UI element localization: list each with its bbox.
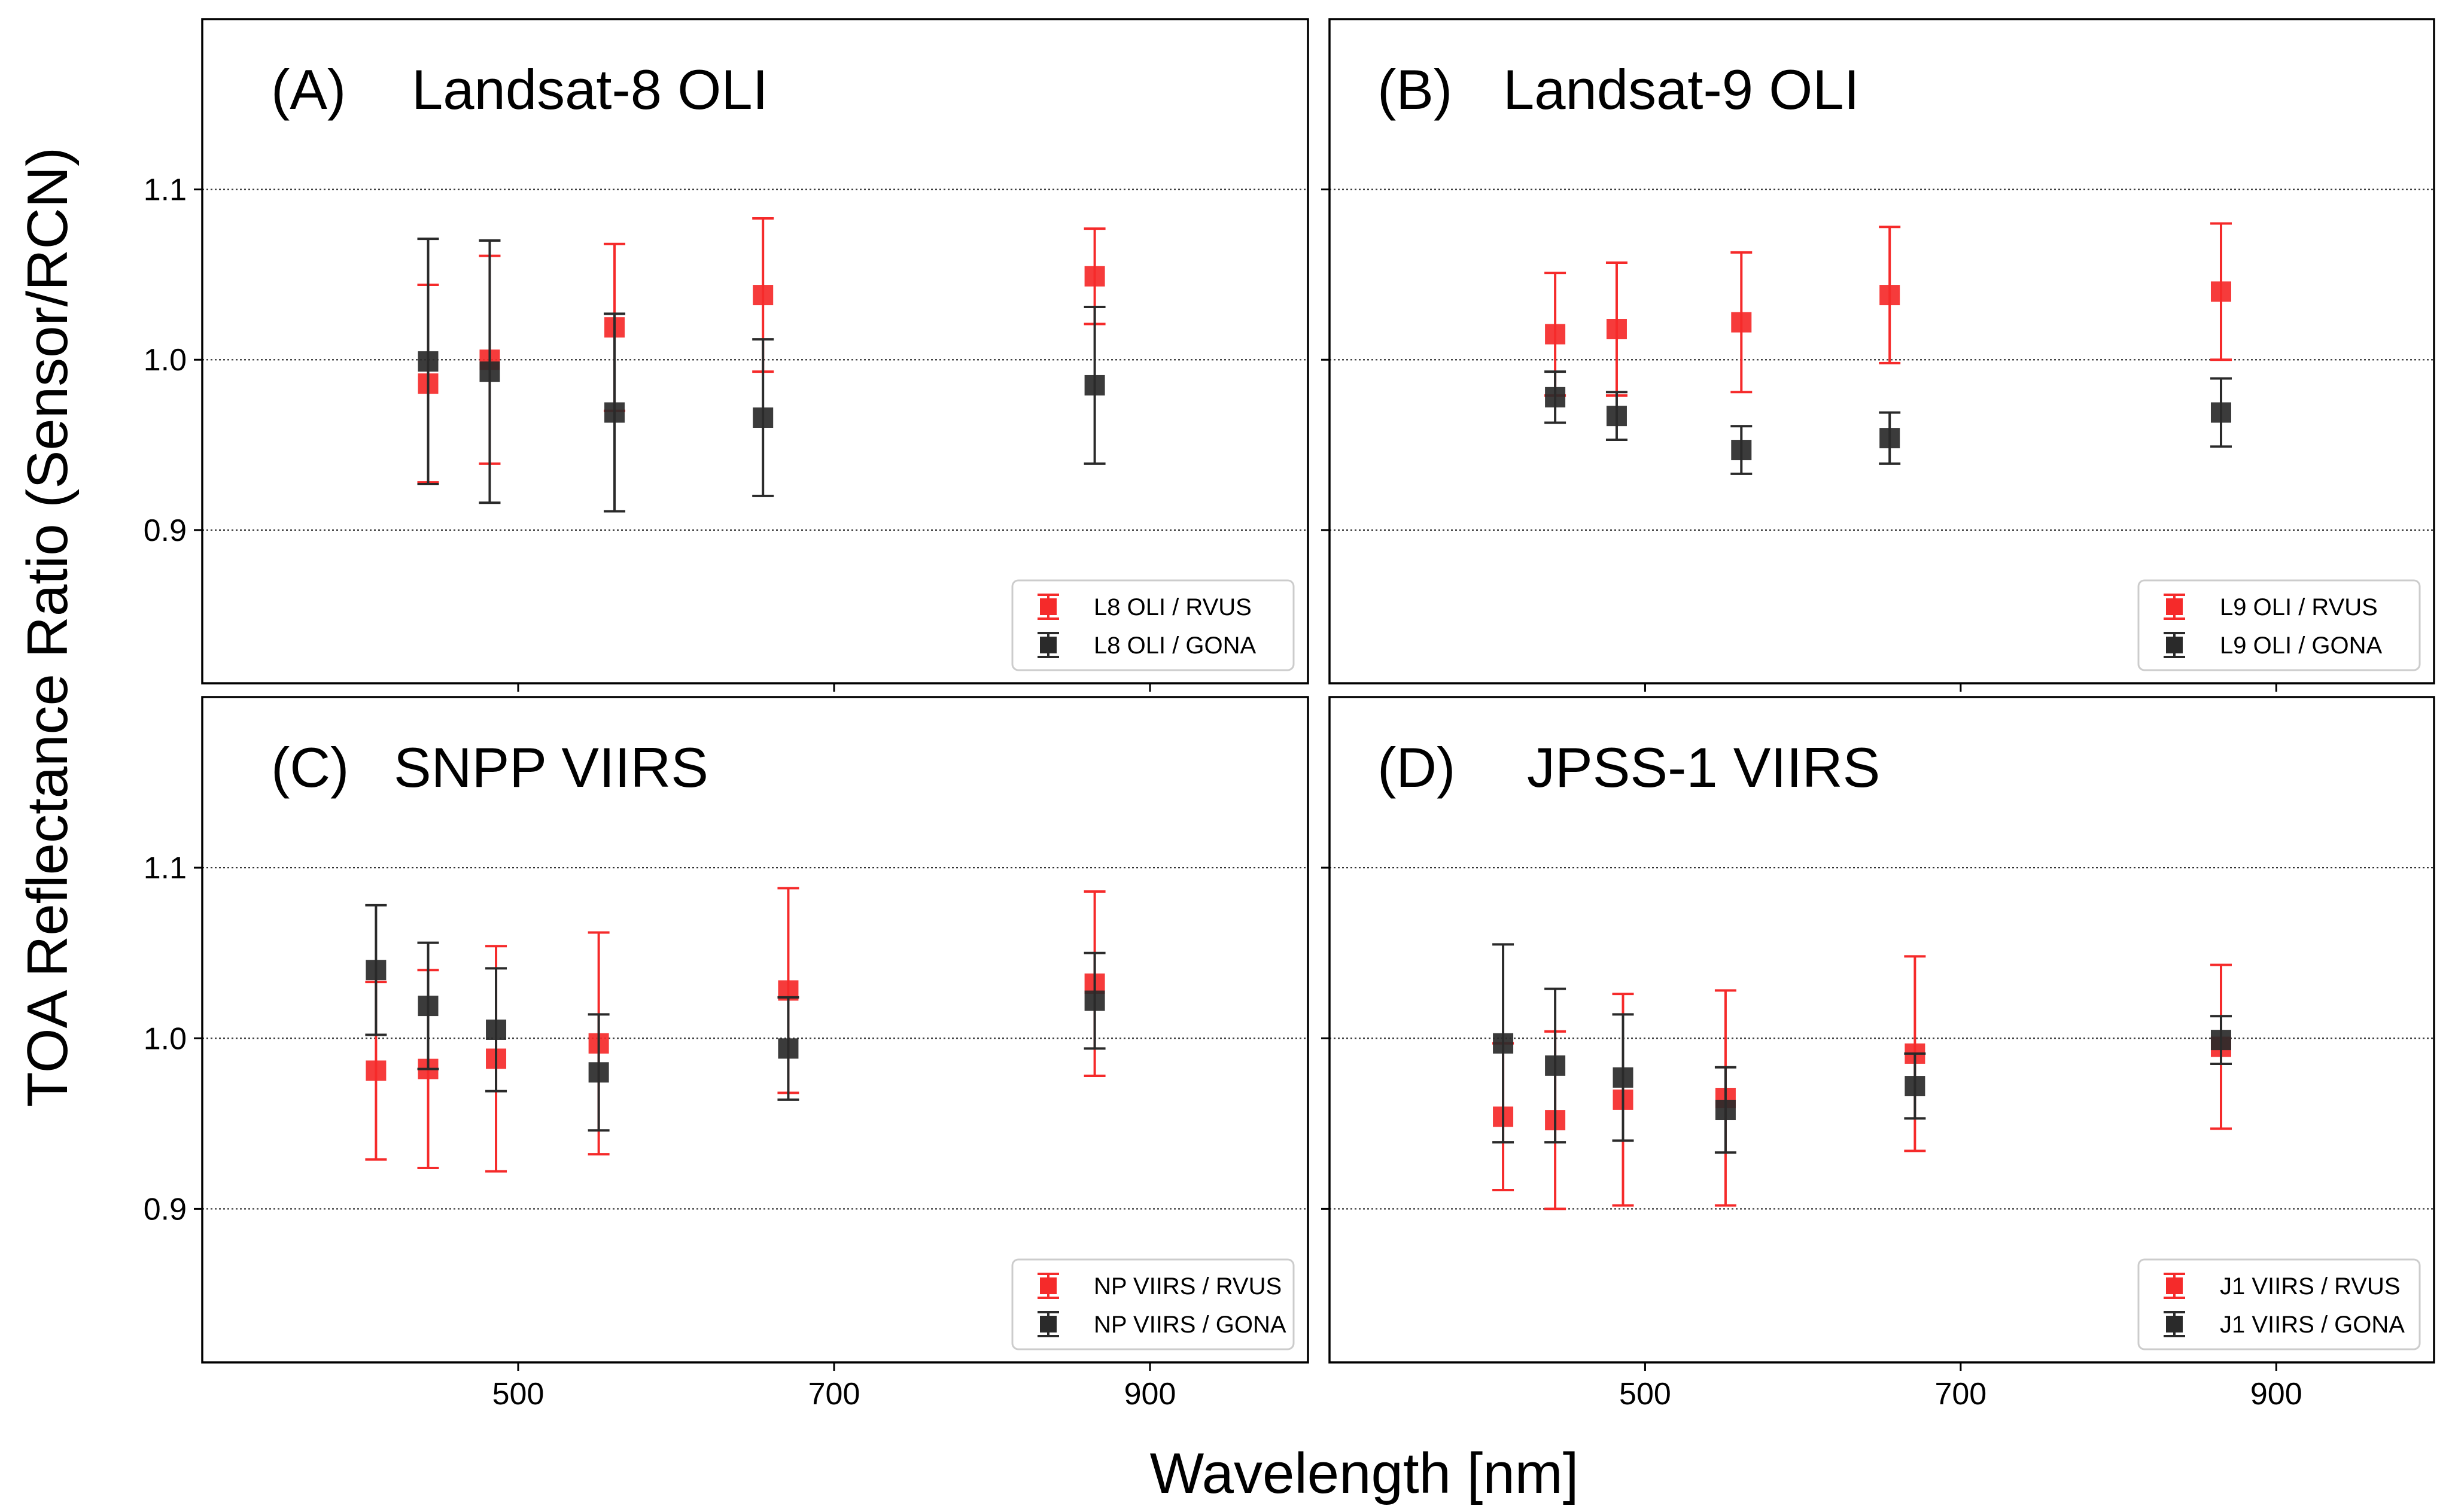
series-gona <box>365 903 1106 1132</box>
series-rvus <box>1544 222 2232 397</box>
legend-label: L8 OLI / RVUS <box>1094 594 1252 620</box>
legend-label: L9 OLI / RVUS <box>2220 594 2378 620</box>
legend: L8 OLI / RVUS L8 OLI / GONA <box>1011 579 1295 671</box>
panel-c: 0.9 1.0 1.1 500 700 900 (C) SNPP VIIRS NP VIIRS … <box>144 696 1309 1411</box>
data-point <box>1084 375 1105 396</box>
y-tick-label: 1.1 <box>144 851 187 886</box>
legend: L9 OLI / RVUS L9 OLI / GONA <box>2137 579 2421 671</box>
plot-frame <box>1328 696 2435 1364</box>
legend-box <box>1011 1258 1295 1350</box>
panel-letter: (B) <box>1377 58 1452 121</box>
data-point <box>1613 1067 1633 1088</box>
plot-frame <box>201 18 1309 684</box>
data-point <box>1084 266 1105 287</box>
legend-marker <box>1040 1316 1057 1332</box>
legend-marker <box>2166 637 2183 653</box>
legend: NP VIIRS / RVUS NP VIIRS / GONA <box>1011 1258 1295 1350</box>
panel-letter: (D) <box>1377 736 1456 799</box>
panel-title: Landsat-8 OLI <box>412 58 768 121</box>
legend-box <box>1011 579 1295 671</box>
y-tick-label: 1.1 <box>144 173 187 208</box>
data-point <box>2210 281 2231 302</box>
y-tick-label: 0.9 <box>144 513 187 548</box>
data-point <box>1545 324 1566 345</box>
x-tick-label: 700 <box>808 1377 860 1411</box>
data-point <box>753 407 774 428</box>
data-point <box>479 361 500 382</box>
panel-title: Landsat-9 OLI <box>1503 58 1860 121</box>
data-point <box>1606 319 1627 339</box>
data-point <box>1493 1033 1514 1054</box>
panel-letter: (C) <box>271 736 349 799</box>
legend: J1 VIIRS / RVUS J1 VIIRS / GONA <box>2137 1258 2421 1350</box>
data-point <box>486 1020 507 1040</box>
x-tick-label: 900 <box>2250 1377 2302 1411</box>
legend-marker <box>1040 1277 1057 1294</box>
data-point <box>778 1038 799 1059</box>
legend-label: J1 VIIRS / RVUS <box>2220 1273 2401 1300</box>
data-point <box>588 1062 609 1083</box>
plot-frame <box>1328 18 2435 684</box>
series-gona <box>1544 370 2232 475</box>
legend-marker <box>2166 1277 2183 1294</box>
legend-label: NP VIIRS / GONA <box>1094 1312 1286 1338</box>
data-point <box>1879 428 1900 449</box>
y-axis-label: TOA Reflectance Ratio (Sensor/RCN) <box>16 147 80 1107</box>
plot-frame <box>201 696 1309 1364</box>
data-point <box>366 1060 387 1081</box>
data-point <box>2210 1030 2231 1051</box>
panel-b: (B) Landsat-9 OLI L9 OLI / RVUS L9 OLI / GO… <box>1321 18 2435 692</box>
legend-marker <box>2166 1316 2183 1332</box>
panel-title: SNPP VIIRS <box>394 736 708 799</box>
series-gona <box>417 238 1106 513</box>
legend-marker <box>1040 598 1057 615</box>
y-tick-label: 1.0 <box>144 343 187 378</box>
panel-letter: (A) <box>271 58 346 121</box>
data-point <box>1715 1100 1736 1121</box>
data-point <box>366 960 387 981</box>
legend-marker <box>1040 637 1057 653</box>
data-point <box>1545 1055 1566 1076</box>
legend-box <box>2137 579 2421 671</box>
data-point <box>1879 285 1900 306</box>
data-point <box>753 285 774 306</box>
panel-title: JPSS-1 VIIRS <box>1527 736 1880 799</box>
x-tick-label: 500 <box>1619 1377 1671 1411</box>
legend-box <box>2137 1258 2421 1350</box>
data-point <box>1731 312 1752 333</box>
y-tick-label: 1.0 <box>144 1021 187 1056</box>
x-axis-label: Wavelength [nm] <box>1150 1441 1579 1505</box>
data-point <box>418 351 439 372</box>
data-point <box>1606 406 1627 427</box>
x-tick-label: 900 <box>1124 1377 1176 1411</box>
data-point <box>1905 1076 1925 1097</box>
data-point <box>418 996 439 1017</box>
data-point <box>1731 440 1752 461</box>
series-rvus <box>1492 955 2232 1210</box>
data-point <box>1084 990 1105 1011</box>
legend-label: J1 VIIRS / GONA <box>2220 1312 2405 1338</box>
legend-label: L9 OLI / GONA <box>2220 632 2383 659</box>
legend-label: L8 OLI / GONA <box>1094 632 1257 659</box>
y-tick-label: 0.9 <box>144 1192 187 1227</box>
data-point <box>1545 387 1566 407</box>
data-point <box>604 402 625 423</box>
series-gona <box>1492 943 2232 1154</box>
series-rvus <box>417 217 1106 484</box>
legend-label: NP VIIRS / RVUS <box>1094 1273 1282 1300</box>
legend-marker <box>2166 598 2183 615</box>
series-rvus <box>365 887 1106 1173</box>
x-tick-label: 700 <box>1934 1377 1986 1411</box>
x-tick-label: 500 <box>492 1377 544 1411</box>
data-point <box>2210 402 2231 423</box>
